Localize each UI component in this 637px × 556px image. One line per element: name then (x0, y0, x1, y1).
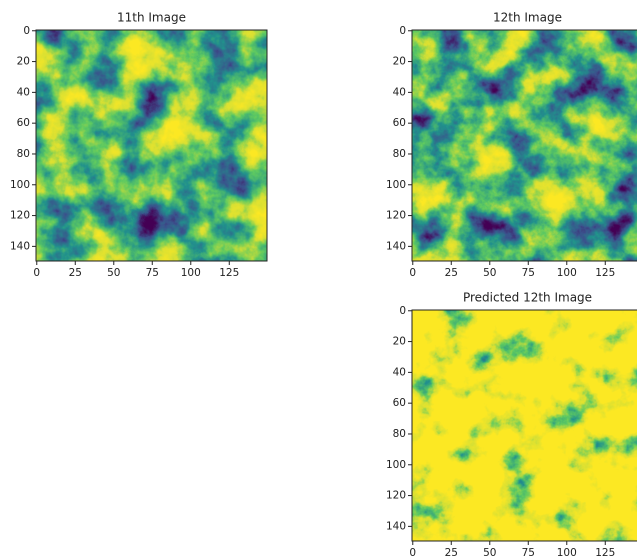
axes-frame (411, 309, 637, 542)
axes-frame (411, 29, 637, 262)
x-tick-label: 100 (557, 267, 577, 279)
x-tick-label: 75 (522, 267, 535, 279)
x-tick-label: 25 (69, 267, 82, 279)
y-tick-label: 40 (17, 86, 30, 98)
x-tick-label: 25 (445, 547, 458, 556)
y-tick-label: 60 (393, 397, 406, 409)
image (412, 310, 637, 541)
x-tick-label: 75 (522, 547, 535, 556)
y-tick-label: 120 (10, 210, 30, 222)
x-tick-label: 100 (181, 267, 201, 279)
y-tick-label: 120 (386, 210, 406, 222)
y-tick-label: 80 (393, 428, 406, 440)
y-tick-label: 20 (393, 56, 406, 68)
y-tick-label: 100 (10, 179, 30, 191)
x-tick-label: 75 (146, 267, 159, 279)
y-tick-label: 100 (386, 179, 406, 191)
y-tick-label: 100 (386, 459, 406, 471)
axes-frame (35, 29, 268, 262)
x-tick-label: 25 (445, 267, 458, 279)
chart-title: 11th Image (117, 11, 186, 25)
y-tick-label: 120 (386, 490, 406, 502)
y-tick-label: 40 (393, 366, 406, 378)
x-tick-label: 0 (409, 547, 416, 556)
y-tick-label: 60 (17, 117, 30, 129)
x-tick-label: 125 (219, 267, 239, 279)
image (36, 30, 267, 261)
x-tick-label: 0 (33, 267, 40, 279)
y-tick-label: 80 (393, 148, 406, 160)
y-tick-label: 140 (10, 240, 30, 252)
y-tick-label: 0 (23, 25, 30, 37)
y-tick-label: 40 (393, 86, 406, 98)
x-tick-label: 125 (595, 547, 615, 556)
chart-title: 12th Image (493, 11, 562, 25)
x-tick-label: 50 (107, 267, 120, 279)
y-tick-label: 60 (393, 117, 406, 129)
y-tick-label: 140 (386, 520, 406, 532)
y-tick-label: 20 (17, 56, 30, 68)
chart-title: Predicted 12th Image (463, 291, 592, 305)
x-tick-label: 0 (409, 267, 416, 279)
x-tick-label: 125 (595, 267, 615, 279)
x-tick-label: 50 (483, 547, 496, 556)
x-tick-label: 50 (483, 267, 496, 279)
x-tick-label: 100 (557, 547, 577, 556)
y-tick-label: 0 (399, 305, 406, 317)
y-tick-label: 0 (399, 25, 406, 37)
y-tick-label: 80 (17, 148, 30, 160)
y-tick-label: 140 (386, 240, 406, 252)
image (412, 30, 637, 261)
y-tick-label: 20 (393, 336, 406, 348)
